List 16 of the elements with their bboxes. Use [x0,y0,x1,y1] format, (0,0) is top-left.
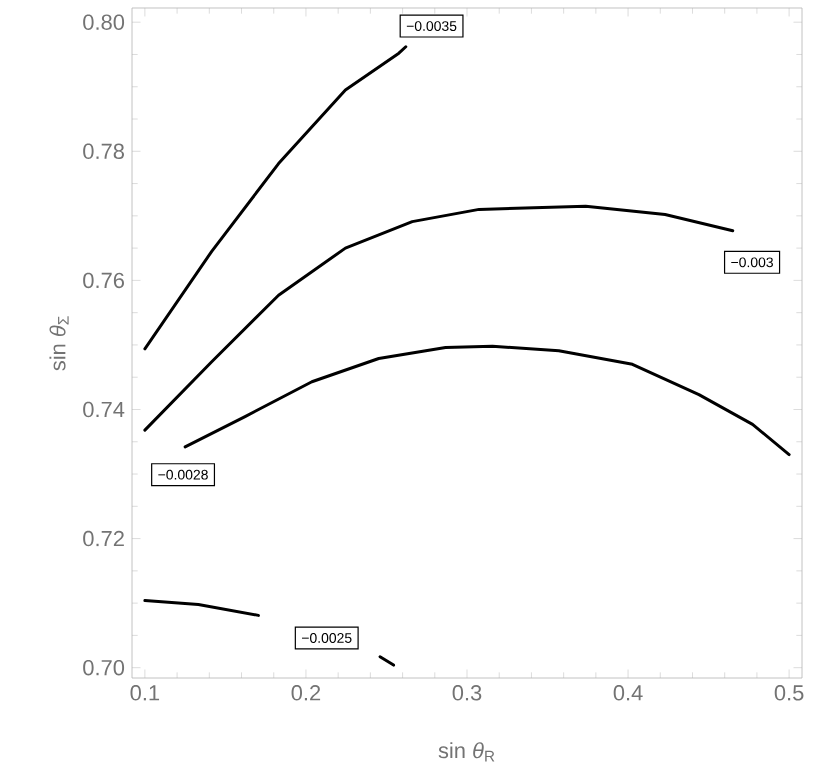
x-axis-title: sin θ$_{R}$ [438,742,495,762]
y-tick-label: 0.78 [83,143,124,160]
x-tick-label: 0.5 [774,685,804,701]
y-tick-label: 0.70 [83,659,125,676]
x-tick-label: 0.2 [291,685,321,701]
line-series [143,45,408,351]
line-series [143,204,735,432]
y-tick-label: 0.74 [83,401,125,418]
y-tick-label: 0.76 [83,272,124,289]
x-tick-label: 0.3 [452,685,482,701]
x-tick-label: 0.4 [613,685,643,701]
line-series [183,344,791,457]
x-tick-label: 0.1 [130,685,160,701]
y-axis-title: sin θ$_{Σ}$ [49,316,69,371]
y-tick-label: 0.72 [83,530,124,547]
y-tick-label: 0.80 [83,14,125,30]
